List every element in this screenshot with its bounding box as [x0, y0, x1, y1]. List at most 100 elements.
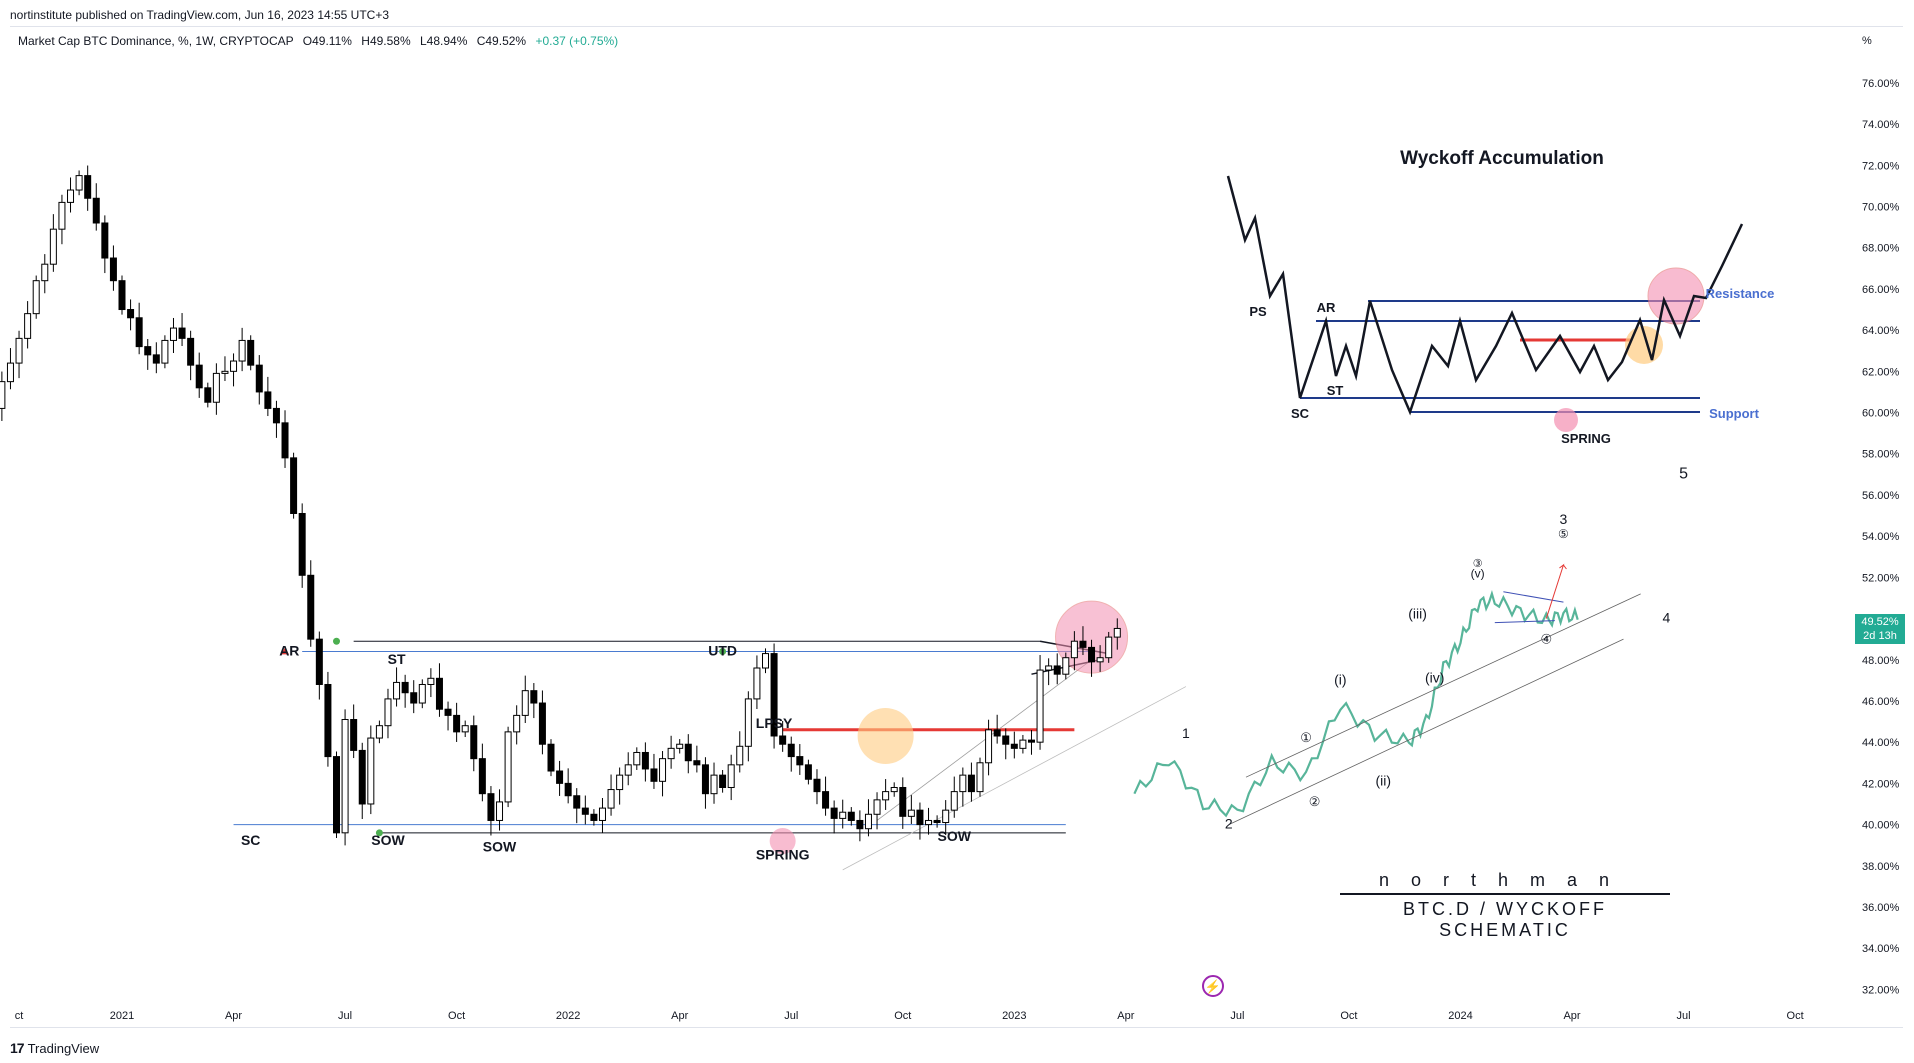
candle-body	[144, 346, 152, 356]
candle-body	[6, 362, 14, 383]
wave-triangle-top	[1503, 591, 1564, 603]
wave-label: ③	[1473, 558, 1483, 570]
lightning-icon[interactable]: ⚡	[1202, 975, 1224, 997]
candle-body	[573, 795, 581, 809]
candle-body	[1010, 743, 1018, 749]
candle-body	[109, 257, 117, 282]
candle-body	[933, 819, 941, 824]
candle-body	[152, 354, 160, 364]
marker-dot	[719, 648, 727, 656]
candle-body	[787, 743, 795, 758]
candle-body	[101, 222, 109, 259]
candle-body	[487, 793, 495, 821]
candle-body	[1070, 640, 1078, 659]
time-tick-label: Oct	[894, 1010, 911, 1022]
time-tick-label: Apr	[1563, 1010, 1580, 1022]
candle-body	[556, 770, 564, 784]
tradingview-logo[interactable]: 17 TradingView	[10, 1040, 99, 1056]
price-tick-label: 38.00%	[1862, 861, 1900, 873]
candle-body	[985, 729, 993, 764]
candle-body	[255, 364, 263, 393]
price-axis-unit: %	[1862, 35, 1872, 47]
price-tick-label: 32.00%	[1862, 984, 1900, 996]
candle-body	[324, 683, 332, 758]
candle-body	[58, 201, 66, 230]
breakout-arrow-icon	[1545, 563, 1567, 619]
price-tick-label: 46.00%	[1862, 696, 1900, 708]
wyckoff-schematic: Wyckoff Accumulation PS AR SC ST SPRING Resist…	[1226, 148, 1774, 446]
candle-body	[907, 809, 915, 817]
candle-body	[384, 698, 392, 727]
time-tick-label: Jul	[1230, 1010, 1244, 1022]
candle-body	[607, 789, 615, 809]
spring-highlight	[769, 828, 796, 855]
candle-body	[350, 719, 358, 751]
candle-body	[1088, 646, 1096, 663]
candle-body	[0, 381, 6, 409]
candle-body	[427, 677, 435, 685]
schematic-label-ar: AR	[1317, 300, 1336, 315]
candle-body	[496, 801, 504, 821]
candle-body	[135, 317, 143, 348]
schematic-label-sc: SC	[1291, 406, 1310, 421]
price-tick-label: 48.00%	[1862, 655, 1900, 667]
candle-body	[401, 681, 409, 694]
schematic-title: Wyckoff Accumulation	[1400, 148, 1604, 169]
candle-body	[770, 653, 778, 737]
candle-body	[307, 574, 315, 640]
candle-body	[976, 762, 984, 793]
channel-upper-line	[876, 659, 1092, 821]
publisher-line: nortinstitute published on TradingView.c…	[10, 8, 390, 22]
candle-body	[281, 422, 289, 459]
wave-label: (ii)	[1375, 772, 1391, 788]
channel-lower-line	[842, 686, 1187, 871]
wave-label: ①	[1300, 730, 1312, 745]
label-utd: UTD	[708, 643, 737, 659]
wave-label: 2	[1225, 816, 1233, 832]
candle-body	[178, 327, 186, 339]
candle-body	[1113, 627, 1121, 638]
author-name: northman	[1340, 870, 1670, 895]
candle-body	[864, 813, 872, 830]
candle-body	[470, 725, 478, 760]
candle-body	[676, 743, 684, 749]
candle-body	[659, 758, 667, 782]
candle-body	[1053, 665, 1061, 675]
candle-body	[1002, 735, 1010, 745]
candle-body	[727, 764, 735, 788]
candle-body	[1019, 739, 1027, 749]
candle-body	[590, 813, 598, 821]
candle-body	[882, 791, 890, 801]
candle-body	[118, 280, 126, 311]
candle-body	[230, 360, 238, 372]
wave-label: 3	[1560, 511, 1568, 527]
schematic-price-path	[1226, 175, 1744, 416]
wave-label: ⑤	[1558, 527, 1569, 541]
candle-body	[195, 364, 203, 389]
candle-body	[41, 263, 49, 282]
candle-body	[315, 638, 323, 685]
candle-body	[719, 774, 727, 788]
candle-body	[993, 729, 1001, 737]
wave-label: (iv)	[1425, 669, 1444, 685]
candle-body	[367, 737, 375, 805]
candle-body	[804, 764, 812, 780]
schematic-label-ps: PS	[1249, 304, 1267, 319]
wave-label: (i)	[1334, 671, 1346, 687]
candle-body	[92, 197, 100, 224]
label-sc: SC	[241, 832, 260, 848]
candle-body	[333, 756, 340, 834]
time-tick-label: 2023	[1002, 1010, 1026, 1022]
wave-label: ②	[1309, 794, 1321, 809]
candle-body	[1027, 739, 1035, 743]
price-tick-label: 44.00%	[1862, 737, 1900, 749]
candle-body	[247, 339, 255, 366]
label-sow: SOW	[371, 832, 405, 848]
price-tick-label: 40.00%	[1862, 820, 1900, 832]
candle-body	[341, 719, 349, 834]
candle-body	[75, 175, 83, 191]
time-tick-label: Apr	[1117, 1010, 1134, 1022]
time-tick-label: Apr	[225, 1010, 242, 1022]
label-lpsy: LPSY	[756, 715, 793, 731]
